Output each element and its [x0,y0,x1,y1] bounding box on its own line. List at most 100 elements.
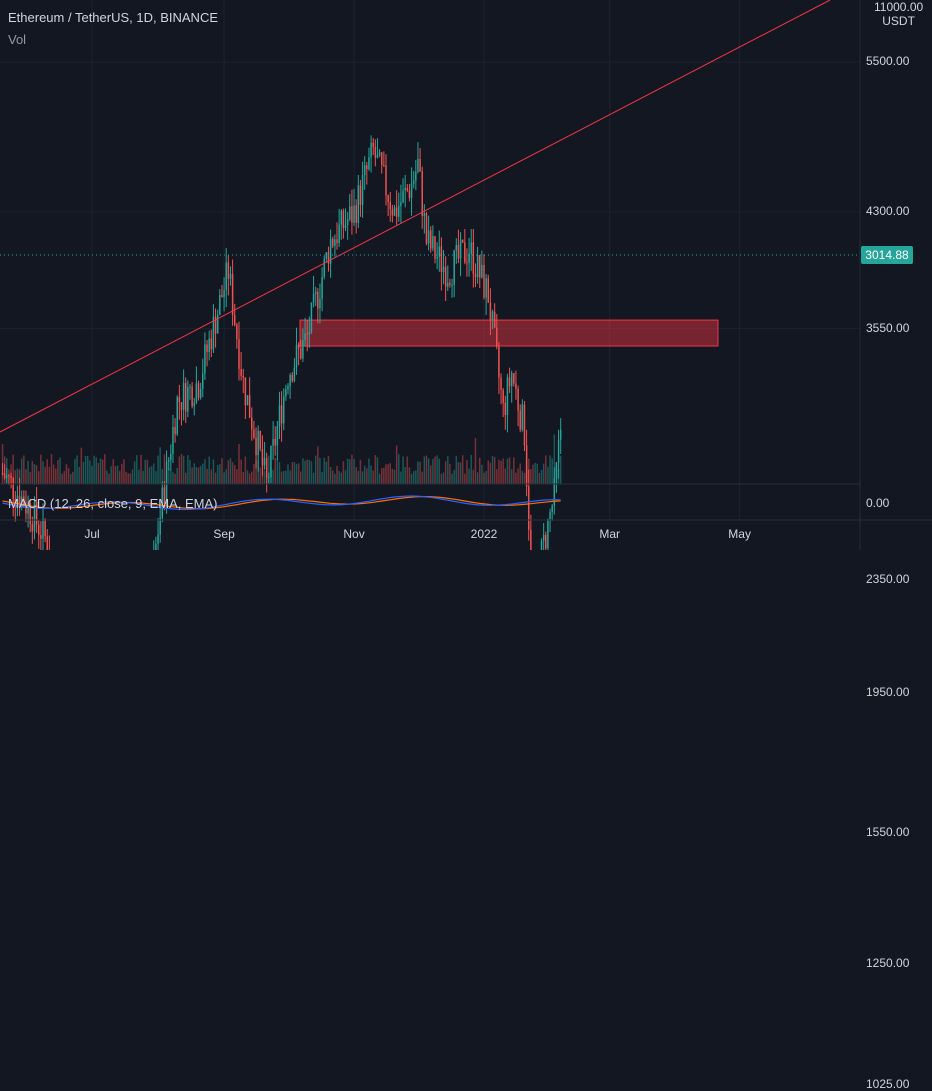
volume-bar [380,468,383,484]
price-tick: 2350.00 [866,571,910,586]
candle-body [436,256,438,259]
volume-bar [221,458,223,484]
candle-body [419,159,421,172]
candle-body [421,171,423,216]
candle-body [327,252,330,264]
candle-body [23,496,25,507]
candle-body [515,383,517,389]
candle-body [393,207,396,216]
candle-body [457,244,460,259]
volume-bar [150,466,153,484]
volume-bar [144,459,147,484]
candle-body [329,238,332,264]
price-axis-unit[interactable]: 11000.00 USDT [874,0,923,28]
volume-bar [29,472,31,484]
candle-body [261,448,264,466]
volume-bar [189,459,191,484]
candle-body [184,383,187,412]
volume-bar [395,445,398,484]
candle-body [404,188,406,191]
volume-bar [481,464,483,484]
volume-bar [140,454,142,484]
candle-body [519,410,521,430]
candle-body [163,487,166,504]
volume-bar [300,471,302,484]
candle-body [40,535,42,539]
volume-bar [114,466,117,484]
volume-bar [23,455,25,484]
volume-bar [489,462,492,484]
candle-body [238,339,240,370]
volume-bar [334,473,336,484]
candle-body [216,314,219,334]
volume-bar [500,460,502,484]
volume-bar [59,457,61,484]
candle-body [31,524,34,532]
candle-body [429,230,432,249]
volume-bar [521,470,524,484]
candle-body [485,278,487,298]
candle-body [513,373,515,384]
volume-bar [442,472,445,484]
volume-bar [406,456,409,484]
time-tick: Nov [343,527,365,541]
volume-bar [61,473,63,484]
volume-bar [78,466,80,484]
volume-bar [99,458,102,484]
volume-bar [485,470,487,484]
volume-bar [172,472,174,484]
volume-bar [317,446,319,484]
volume-bar [91,465,93,484]
candle-body [398,205,400,217]
volume-bar [131,469,134,484]
volume-bar [231,462,234,484]
volume-bar [374,455,377,484]
candle-body [208,338,210,352]
candle-body [380,152,383,165]
volume-bar [440,473,443,484]
volume-bar [549,455,551,484]
volume-bar [33,464,36,484]
volume-bar [112,459,115,484]
volume-bar [363,465,366,484]
price-tick-top: 11000.00 [874,0,924,14]
candle-body [508,377,511,387]
volume-bar [76,455,78,484]
candle-body [242,376,245,378]
candle-body [287,386,289,390]
candle-body [219,294,221,315]
volume-bar [491,456,494,484]
price-chart[interactable] [0,0,932,550]
candle-body [549,512,551,519]
currency-unit[interactable]: USDT [882,14,915,28]
volume-bar [57,460,59,484]
volume-bar [159,447,161,484]
volume-bar [506,458,509,484]
volume-bar [268,455,270,484]
candle-body [1,473,4,475]
candle-body [336,239,338,244]
volume-bar [523,472,526,484]
volume-bar [370,465,372,484]
volume-bar [86,456,89,484]
candle-body [293,367,296,382]
volume-bar [176,467,178,484]
volume-bar [478,457,481,484]
volume-bar [331,470,334,484]
candle-body [400,202,402,206]
candle-body [530,529,532,550]
candle-body [195,383,198,403]
candle-body [385,165,387,196]
chart-title[interactable]: Ethereum / TetherUS, 1D, BINANCE [8,10,219,25]
volume-bar [532,464,534,484]
volume-bar [534,462,536,484]
volume-bar [121,463,123,484]
volume-bar [304,460,306,484]
volume-bar [504,468,507,484]
volume-legend[interactable]: Vol [8,32,27,47]
volume-bar [295,463,298,484]
volume-bar [180,454,183,484]
volume-bar [329,466,332,484]
macd-legend[interactable]: MACD (12, 26, close, 9, EMA, EMA) [8,496,218,511]
volume-bar [559,455,562,484]
